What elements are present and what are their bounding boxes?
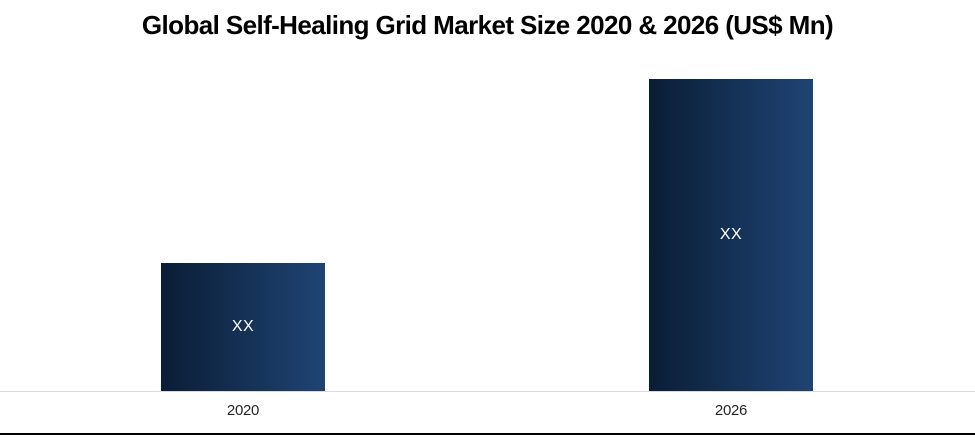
x-axis-label-2026: 2026 xyxy=(714,402,748,419)
bar-value-label-2020: XX xyxy=(231,318,255,335)
bottom-border-line xyxy=(0,433,975,435)
bar-value-label-2026: XX xyxy=(719,226,743,243)
bar-2020: XX xyxy=(161,263,325,391)
chart-title: Global Self-Healing Grid Market Size 202… xyxy=(141,10,834,40)
x-axis-baseline xyxy=(0,391,975,392)
bar-2026: XX xyxy=(649,79,813,391)
x-axis-label-2020: 2020 xyxy=(226,402,260,419)
